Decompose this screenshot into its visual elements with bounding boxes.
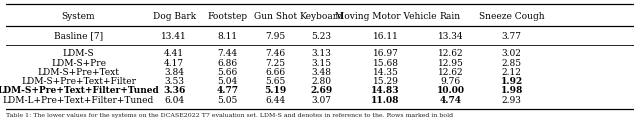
Text: System: System xyxy=(61,12,95,21)
Text: 6.66: 6.66 xyxy=(266,68,285,77)
Text: 5.65: 5.65 xyxy=(266,77,285,86)
Text: 3.15: 3.15 xyxy=(311,59,332,68)
Text: 5.19: 5.19 xyxy=(264,86,287,95)
Text: 14.35: 14.35 xyxy=(372,68,399,77)
Text: 3.07: 3.07 xyxy=(311,96,332,105)
Text: 2.85: 2.85 xyxy=(502,59,522,68)
Text: 13.34: 13.34 xyxy=(438,32,463,41)
Text: 4.74: 4.74 xyxy=(440,96,461,105)
Text: 8.11: 8.11 xyxy=(218,32,237,41)
Text: 1.92: 1.92 xyxy=(500,77,523,86)
Text: 3.53: 3.53 xyxy=(164,77,184,86)
Text: 7.95: 7.95 xyxy=(266,32,285,41)
Text: 13.41: 13.41 xyxy=(161,32,187,41)
Text: LDM-S: LDM-S xyxy=(63,49,94,58)
Text: 12.95: 12.95 xyxy=(438,59,463,68)
Text: Table 1: The lower values for the systems on the DCASE2022 T7 evaluation set. LD: Table 1: The lower values for the system… xyxy=(6,113,454,119)
Text: LDM-S+Pre+Text+Filter+Tuned: LDM-S+Pre+Text+Filter+Tuned xyxy=(0,86,159,95)
Text: 4.17: 4.17 xyxy=(164,59,184,68)
Text: Moving Motor Vehicle: Moving Motor Vehicle xyxy=(335,12,436,21)
Text: 11.08: 11.08 xyxy=(371,96,400,105)
Text: LDM-S+Pre: LDM-S+Pre xyxy=(51,59,106,68)
Text: 7.25: 7.25 xyxy=(266,59,285,68)
Text: 3.36: 3.36 xyxy=(163,86,186,95)
Text: Gun Shot: Gun Shot xyxy=(254,12,297,21)
Text: 3.02: 3.02 xyxy=(502,49,522,58)
Text: 14.83: 14.83 xyxy=(371,86,400,95)
Text: 7.46: 7.46 xyxy=(266,49,285,58)
Text: 12.62: 12.62 xyxy=(438,68,463,77)
Text: 15.29: 15.29 xyxy=(372,77,399,86)
Text: 9.76: 9.76 xyxy=(440,77,461,86)
Text: 10.00: 10.00 xyxy=(436,86,465,95)
Text: 3.84: 3.84 xyxy=(164,68,184,77)
Text: Sneeze Cough: Sneeze Cough xyxy=(479,12,545,21)
Text: Dog Bark: Dog Bark xyxy=(152,12,196,21)
Text: 7.44: 7.44 xyxy=(218,49,237,58)
Text: 5.23: 5.23 xyxy=(311,32,332,41)
Text: 3.13: 3.13 xyxy=(311,49,331,58)
Text: LDM-S+Pre+Text+Filter: LDM-S+Pre+Text+Filter xyxy=(21,77,136,86)
Text: LDM-L+Pre+Text+Filter+Tuned: LDM-L+Pre+Text+Filter+Tuned xyxy=(3,96,154,105)
Text: Keyboard: Keyboard xyxy=(300,12,343,21)
Text: 6.86: 6.86 xyxy=(218,59,237,68)
Text: 4.41: 4.41 xyxy=(164,49,184,58)
Text: 2.93: 2.93 xyxy=(502,96,522,105)
Text: LDM-S+Pre+Text: LDM-S+Pre+Text xyxy=(38,68,120,77)
Text: Footstep: Footstep xyxy=(207,12,248,21)
Text: 16.11: 16.11 xyxy=(372,32,399,41)
Text: 16.97: 16.97 xyxy=(372,49,399,58)
Text: Basline [7]: Basline [7] xyxy=(54,32,103,41)
Text: 12.62: 12.62 xyxy=(438,49,463,58)
Text: 6.44: 6.44 xyxy=(266,96,285,105)
Text: 3.77: 3.77 xyxy=(502,32,522,41)
Text: 1.98: 1.98 xyxy=(500,86,523,95)
Text: 15.68: 15.68 xyxy=(372,59,399,68)
Text: 2.80: 2.80 xyxy=(311,77,332,86)
Text: 5.66: 5.66 xyxy=(218,68,237,77)
Text: 2.69: 2.69 xyxy=(310,86,332,95)
Text: 6.04: 6.04 xyxy=(164,96,184,105)
Text: 4.77: 4.77 xyxy=(216,86,239,95)
Text: Rain: Rain xyxy=(440,12,461,21)
Text: 3.48: 3.48 xyxy=(311,68,332,77)
Text: 5.05: 5.05 xyxy=(218,96,237,105)
Text: 5.04: 5.04 xyxy=(218,77,237,86)
Text: 2.12: 2.12 xyxy=(502,68,522,77)
